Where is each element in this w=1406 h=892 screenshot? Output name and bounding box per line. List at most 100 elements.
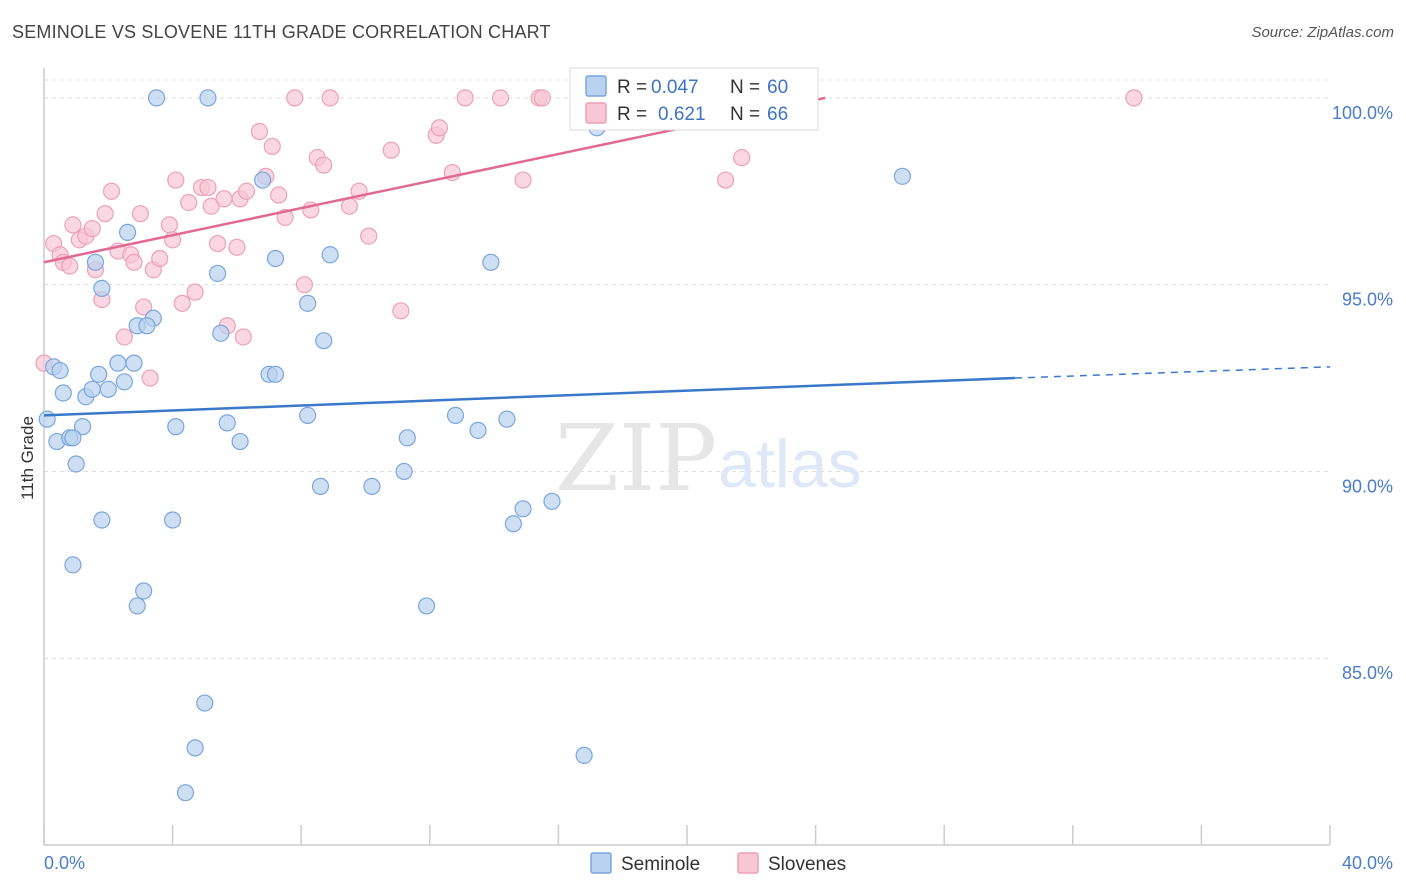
seminole-point bbox=[417, 597, 436, 615]
seminole-point bbox=[311, 477, 330, 495]
slovenes-point bbox=[733, 149, 751, 167]
legend: R = 0.047 N = 60 R = 0.621 N = 66 bbox=[569, 67, 819, 131]
slovenes-point bbox=[167, 171, 185, 189]
y-tick-label: 100.0% bbox=[1332, 103, 1393, 123]
legend-n-label-slovenes: N = bbox=[730, 104, 760, 125]
slovenes-point bbox=[250, 122, 269, 141]
seminole-trend-extension bbox=[1014, 366, 1331, 379]
slovenes-point bbox=[491, 89, 510, 107]
seminole-point bbox=[199, 89, 217, 107]
y-tick-label: 90.0% bbox=[1342, 476, 1393, 496]
seminole-point bbox=[209, 264, 227, 283]
seminole-point bbox=[135, 582, 153, 600]
grid-lines bbox=[44, 79, 1330, 659]
slovenes-point bbox=[392, 302, 410, 320]
legend-r-label-seminole: R = bbox=[617, 77, 647, 98]
seminole-point bbox=[482, 253, 500, 271]
seminole-point bbox=[109, 354, 127, 372]
slovenes-point bbox=[96, 205, 114, 223]
seminole-point bbox=[54, 384, 72, 402]
seminole-point bbox=[99, 380, 117, 398]
legend-swatch-seminole bbox=[585, 75, 607, 97]
seminole-point bbox=[321, 246, 339, 264]
legend-swatch-slovenes bbox=[585, 102, 607, 124]
slovenes-point bbox=[199, 178, 217, 197]
seminole-point bbox=[218, 414, 236, 432]
seminole-point bbox=[67, 455, 85, 473]
seminole-point bbox=[51, 361, 69, 380]
seminole-point bbox=[138, 317, 156, 335]
slovenes-point bbox=[202, 197, 220, 215]
slovenes-point bbox=[716, 171, 735, 189]
slovenes-point bbox=[315, 156, 333, 174]
slovenes-point bbox=[286, 89, 304, 107]
seminole-point bbox=[504, 515, 522, 533]
seminole-point bbox=[186, 739, 204, 757]
slovenes-point bbox=[234, 328, 252, 346]
slovenes-point bbox=[115, 328, 133, 346]
seminole-point bbox=[38, 410, 56, 428]
seminole-point bbox=[212, 324, 230, 342]
seminole-point bbox=[363, 477, 381, 495]
slovenes-point bbox=[160, 216, 178, 234]
seminole-point bbox=[167, 418, 185, 436]
seminole-point bbox=[93, 511, 111, 529]
x-tick-label-min: 0.0% bbox=[44, 853, 85, 873]
seminole-point bbox=[299, 406, 317, 425]
seminole-point bbox=[115, 373, 133, 391]
seminole-point bbox=[196, 694, 214, 712]
watermark-zip: ZIP bbox=[555, 405, 717, 512]
seminole-point bbox=[315, 332, 333, 350]
seminole-point bbox=[231, 432, 249, 451]
slovenes-point bbox=[131, 205, 150, 223]
legend-box bbox=[569, 67, 819, 131]
slovenes-point bbox=[1125, 89, 1143, 107]
bottom-legend-label-slovenes: Slovenes bbox=[768, 854, 846, 875]
legend-r-value-seminole: 0.047 bbox=[651, 77, 699, 98]
y-tick-label: 85.0% bbox=[1342, 663, 1393, 683]
seminole-point bbox=[128, 597, 146, 615]
slovenes-point bbox=[173, 294, 191, 312]
seminole-trend-line bbox=[43, 376, 1015, 417]
legend-n-label-seminole: N = bbox=[730, 77, 760, 98]
seminole-point bbox=[254, 171, 272, 189]
slovenes-point bbox=[263, 137, 281, 156]
slovenes-point bbox=[186, 283, 204, 301]
x-ticks bbox=[43, 825, 1331, 845]
legend-n-value-seminole: 60 bbox=[767, 77, 788, 98]
slovenes-point bbox=[295, 276, 314, 294]
slovenes-point bbox=[141, 369, 159, 387]
seminole-point bbox=[575, 746, 593, 764]
seminole-point bbox=[469, 421, 487, 439]
trend-lines bbox=[43, 96, 1331, 417]
seminole-point bbox=[73, 418, 92, 436]
seminole-point bbox=[299, 294, 317, 312]
watermark-atlas: atlas bbox=[718, 426, 862, 502]
bottom-legend-swatch-seminole bbox=[590, 852, 612, 874]
seminole-point bbox=[64, 429, 82, 447]
slovenes-point bbox=[151, 249, 169, 268]
seminole-point bbox=[90, 365, 108, 383]
seminole-point bbox=[125, 354, 143, 372]
seminole-point bbox=[514, 500, 532, 518]
legend-n-value-slovenes: 66 bbox=[767, 104, 788, 125]
chart-title: SEMINOLE VS SLOVENE 11TH GRADE CORRELATI… bbox=[12, 22, 551, 42]
seminole-point bbox=[266, 365, 285, 383]
slovenes-point bbox=[270, 186, 288, 204]
legend-r-value-slovenes: 0.621 bbox=[658, 104, 706, 125]
y-tick-labels: 85.0% 90.0% 95.0% 100.0% bbox=[1332, 103, 1393, 683]
bottom-legend: Seminole Slovenes bbox=[590, 852, 846, 875]
source-note: Source: ZipAtlas.com bbox=[1251, 24, 1394, 41]
seminole-point bbox=[395, 462, 413, 481]
slovenes-point bbox=[83, 220, 101, 238]
legend-r-label-slovenes: R = bbox=[617, 104, 647, 125]
bottom-legend-swatch-slovenes bbox=[737, 852, 759, 874]
seminole-point bbox=[164, 511, 182, 529]
slovenes-point bbox=[209, 234, 227, 253]
seminole-point bbox=[64, 556, 82, 574]
slovenes-point bbox=[514, 171, 532, 189]
slovenes-point bbox=[456, 89, 474, 107]
slovenes-point bbox=[533, 89, 551, 107]
watermark: ZIP atlas bbox=[555, 405, 862, 512]
